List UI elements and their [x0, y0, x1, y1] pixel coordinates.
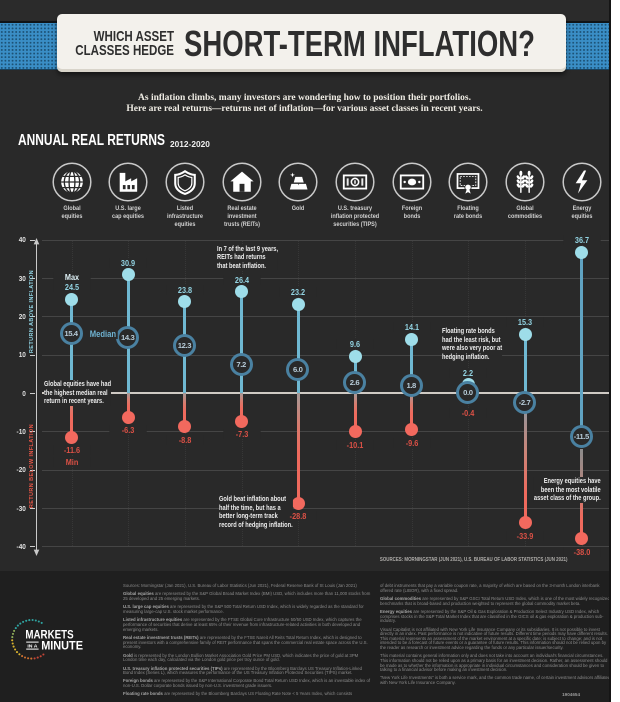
svg-text:IN A: IN A	[27, 643, 38, 648]
svg-text:MARKETS: MARKETS	[25, 628, 73, 642]
svg-text:MINUTE: MINUTE	[41, 638, 83, 652]
